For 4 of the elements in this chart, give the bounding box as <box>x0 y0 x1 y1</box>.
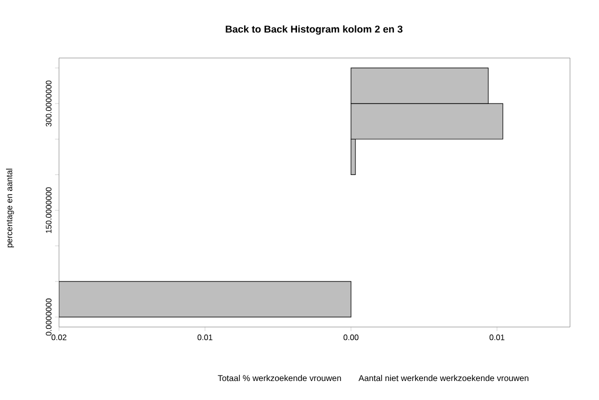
text: Aantal niet werkende werkzoekende vrouwen <box>358 374 528 382</box>
x-axis-title: Totaal % werkzoekende vrouwen <box>218 374 341 382</box>
y-axis-title: percentage en aantal <box>6 168 14 248</box>
chart-title: Back to Back Histogram kolom 2 en 3 <box>226 25 402 35</box>
